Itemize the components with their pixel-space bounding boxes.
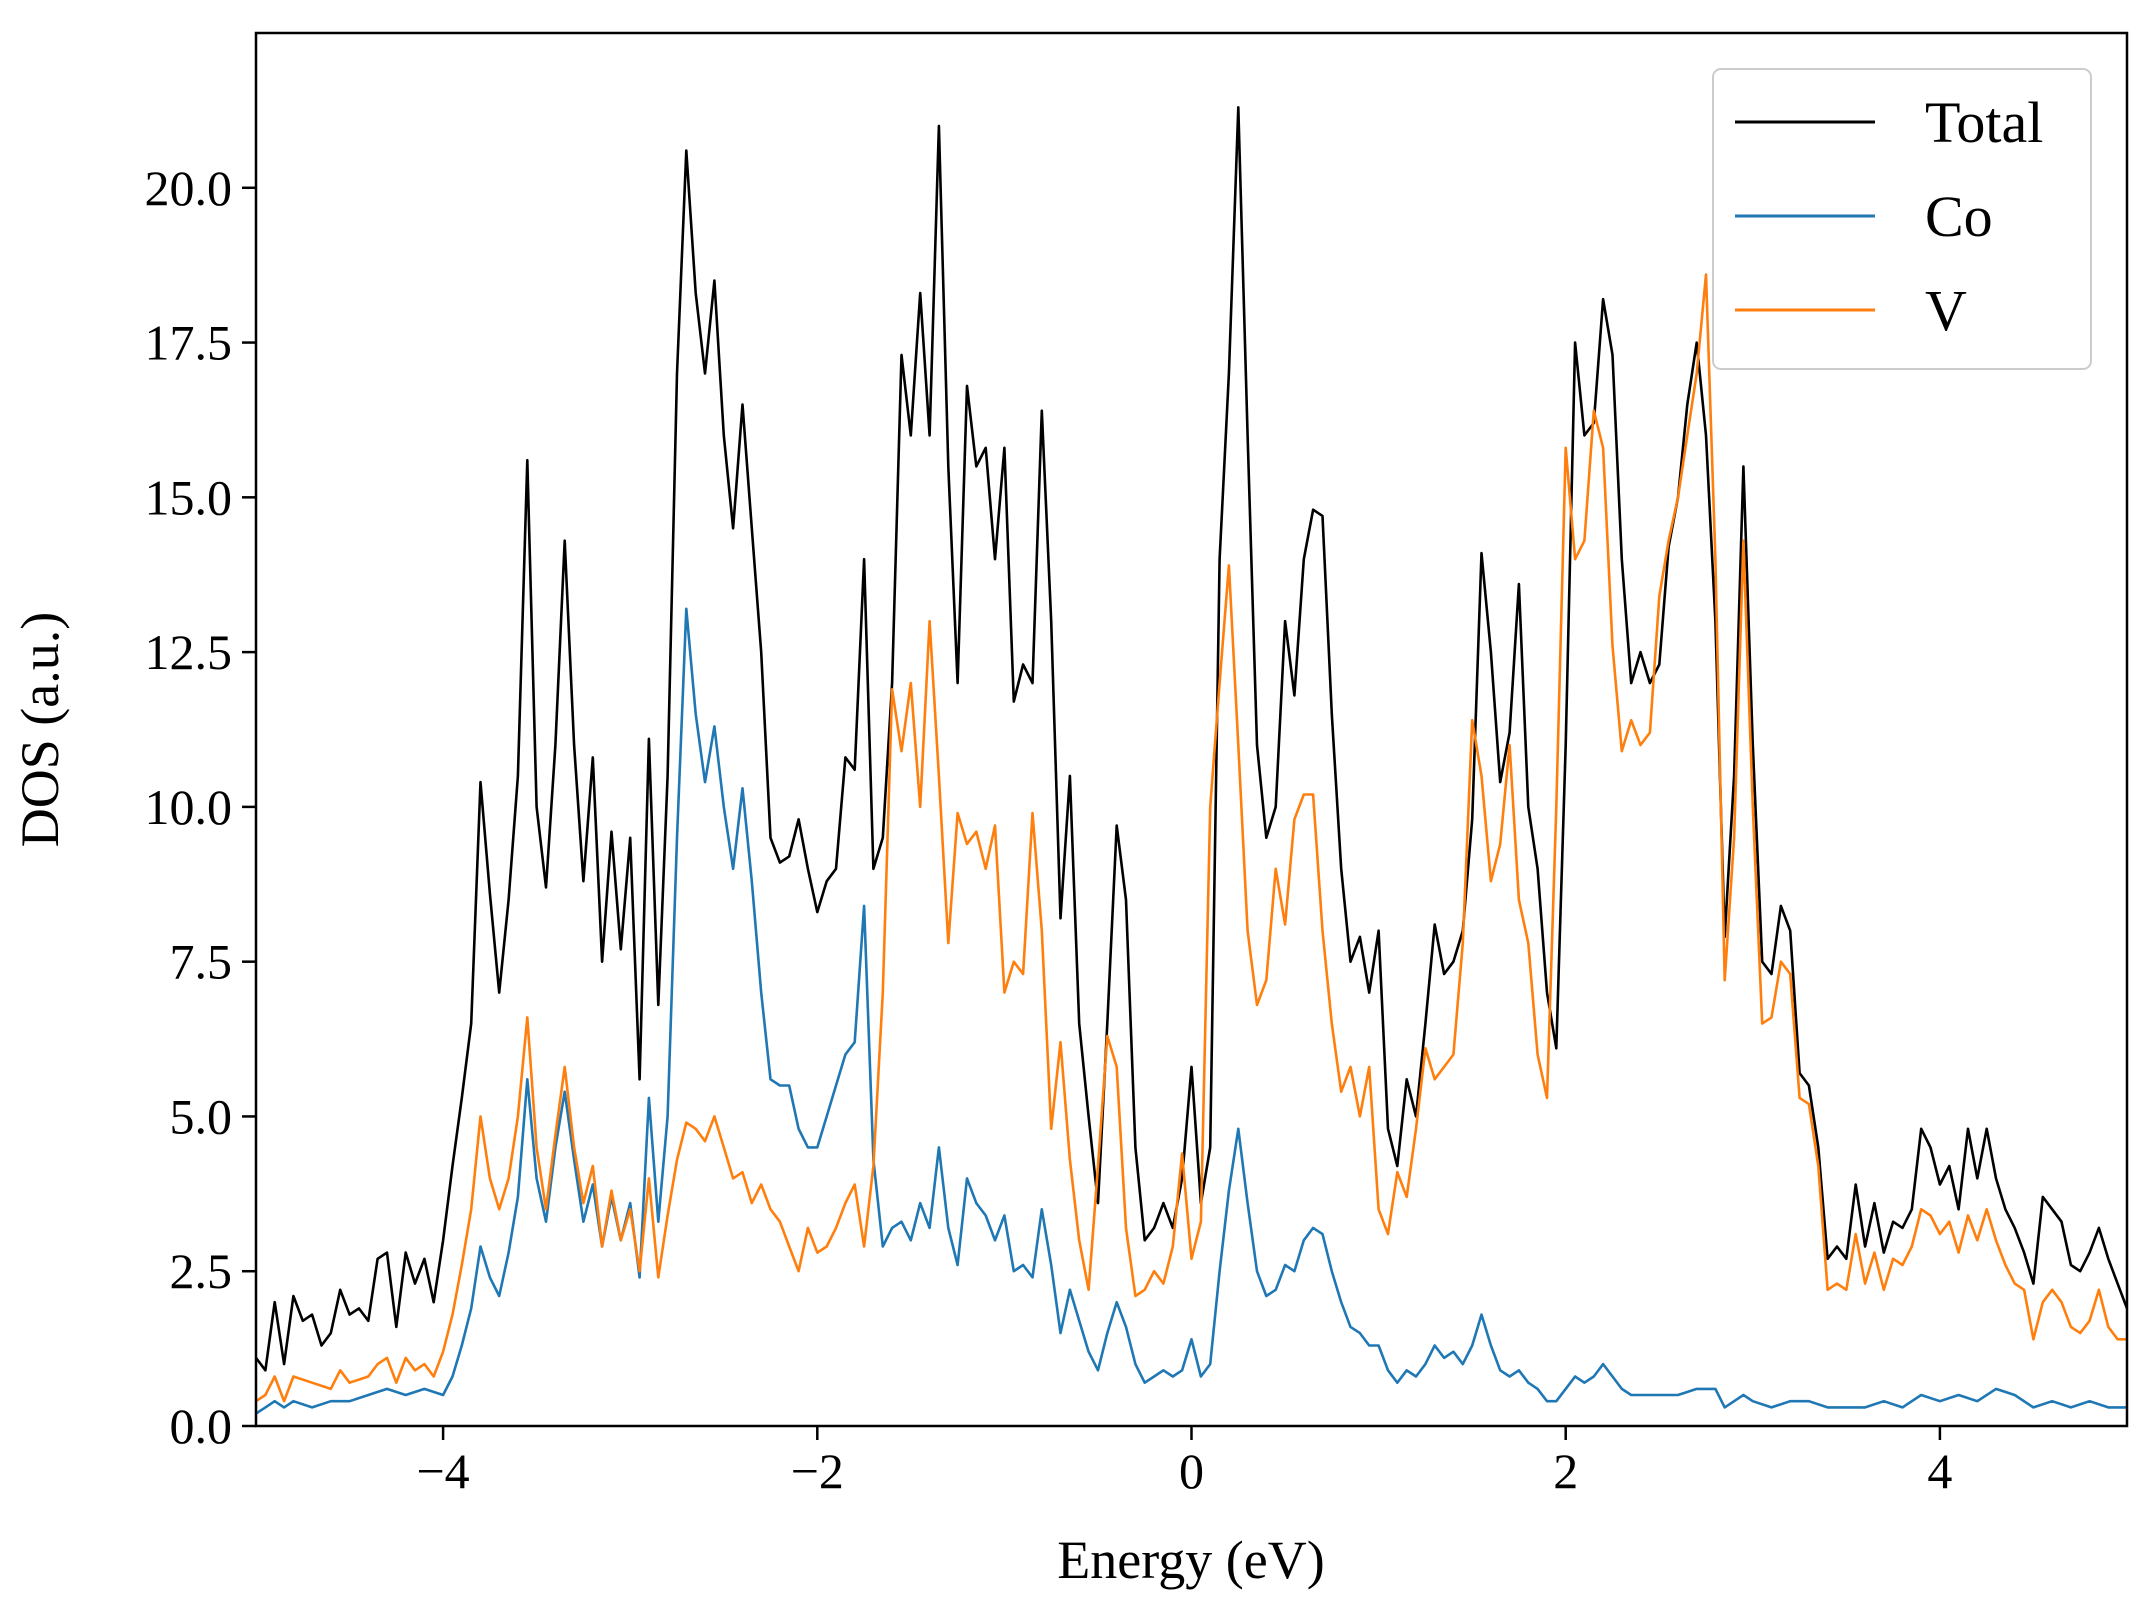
legend-box — [1712, 68, 2092, 370]
y-tick-label: 15.0 — [145, 469, 233, 525]
legend: Total Co V — [1712, 68, 2092, 370]
x-axis-label: Energy (eV) — [1057, 1530, 1324, 1590]
x-tick-label: −2 — [791, 1443, 844, 1499]
y-tick-label: 0.0 — [170, 1398, 233, 1454]
series-line-v — [256, 273, 2127, 1403]
legend-label-co: Co — [1925, 184, 1993, 249]
y-axis-label: DOS (a.u.) — [10, 612, 70, 847]
legend-label-total: Total — [1925, 90, 2043, 155]
x-axis-ticks: −4 −2 0 2 4 — [416, 1426, 1952, 1499]
series-line-co — [256, 607, 2127, 1415]
series-line-total — [256, 106, 2127, 1372]
y-tick-label: 17.5 — [145, 315, 233, 371]
series-layer — [256, 106, 2127, 1415]
y-tick-label: 5.0 — [170, 1088, 233, 1144]
y-tick-label: 10.0 — [145, 779, 233, 835]
x-tick-label: 0 — [1179, 1443, 1204, 1499]
x-tick-label: 4 — [1927, 1443, 1952, 1499]
x-tick-label: 2 — [1553, 1443, 1578, 1499]
y-tick-label: 2.5 — [170, 1243, 233, 1299]
y-tick-label: 12.5 — [145, 624, 233, 680]
y-axis-ticks: 0.0 2.5 5.0 7.5 10.0 12.5 15.0 17.5 20.0 — [145, 160, 256, 1454]
legend-label-v: V — [1925, 278, 1967, 343]
y-tick-label: 7.5 — [170, 934, 233, 990]
y-tick-label: 20.0 — [145, 160, 233, 216]
x-tick-label: −4 — [416, 1443, 469, 1499]
